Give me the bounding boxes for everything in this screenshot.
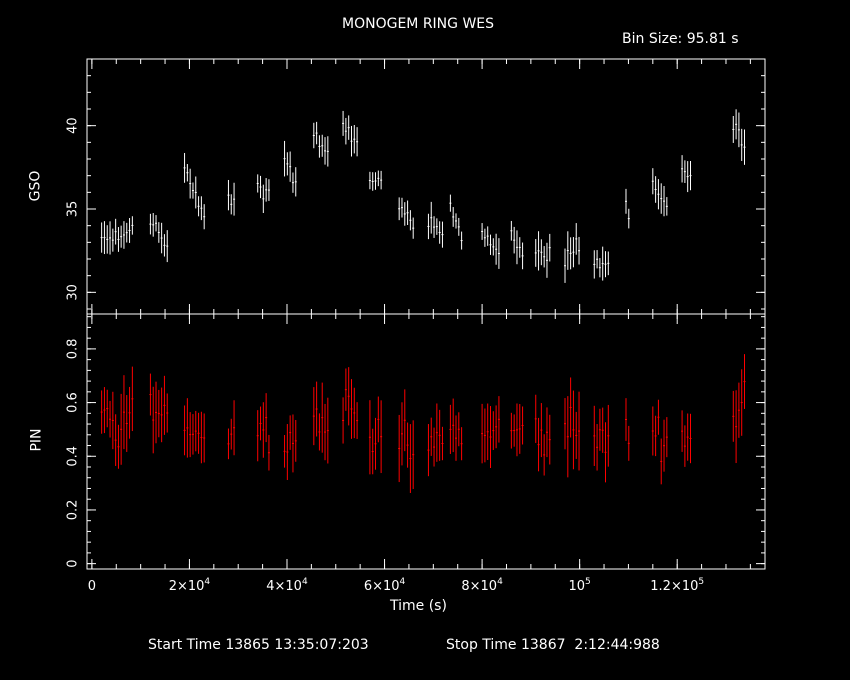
x-tick-label: 6×104	[364, 577, 406, 594]
y-tick-label: 0.4	[66, 446, 81, 467]
chart-title: MONOGEM RING WES	[342, 16, 495, 32]
y-tick-label: 40	[66, 117, 81, 134]
y-tick-label: 0.2	[66, 500, 81, 521]
x-tick-label: 4×104	[266, 577, 308, 594]
bin-size-label: Bin Size: 95.81 s	[622, 31, 739, 47]
gso-y-axis-label: GSO	[27, 170, 44, 202]
gso-series	[100, 109, 746, 283]
x-tick-label: 2×104	[169, 577, 211, 594]
pin-series	[100, 354, 746, 493]
pin-y-axis-label: PIN	[28, 428, 45, 452]
x-axis-label: Time (s)	[390, 598, 447, 614]
stop-time-label: Stop Time 13867 2:12:44:988	[446, 637, 660, 653]
x-tick-label: 8×104	[461, 577, 503, 594]
y-tick-label: 30	[66, 284, 81, 301]
y-tick-label: 35	[66, 201, 81, 218]
y-axis-ticks: 30 35 40 0 0.2 0.4 0.6 0.8	[66, 58, 765, 568]
x-tick-label: 1.2×105	[650, 577, 704, 594]
x-axis-ticks: 0 2×104 4×104 6×104 8×104 105 1.2×105	[88, 59, 751, 594]
plot-frames	[86, 58, 766, 570]
y-tick-label: 0.6	[66, 392, 81, 413]
y-tick-label: 0.8	[66, 339, 81, 360]
x-tick-label: 105	[569, 577, 591, 594]
y-tick-label: 0	[66, 559, 81, 567]
x-tick-label: 0	[88, 579, 96, 594]
start-time-label: Start Time 13865 13:35:07:203	[148, 637, 369, 653]
